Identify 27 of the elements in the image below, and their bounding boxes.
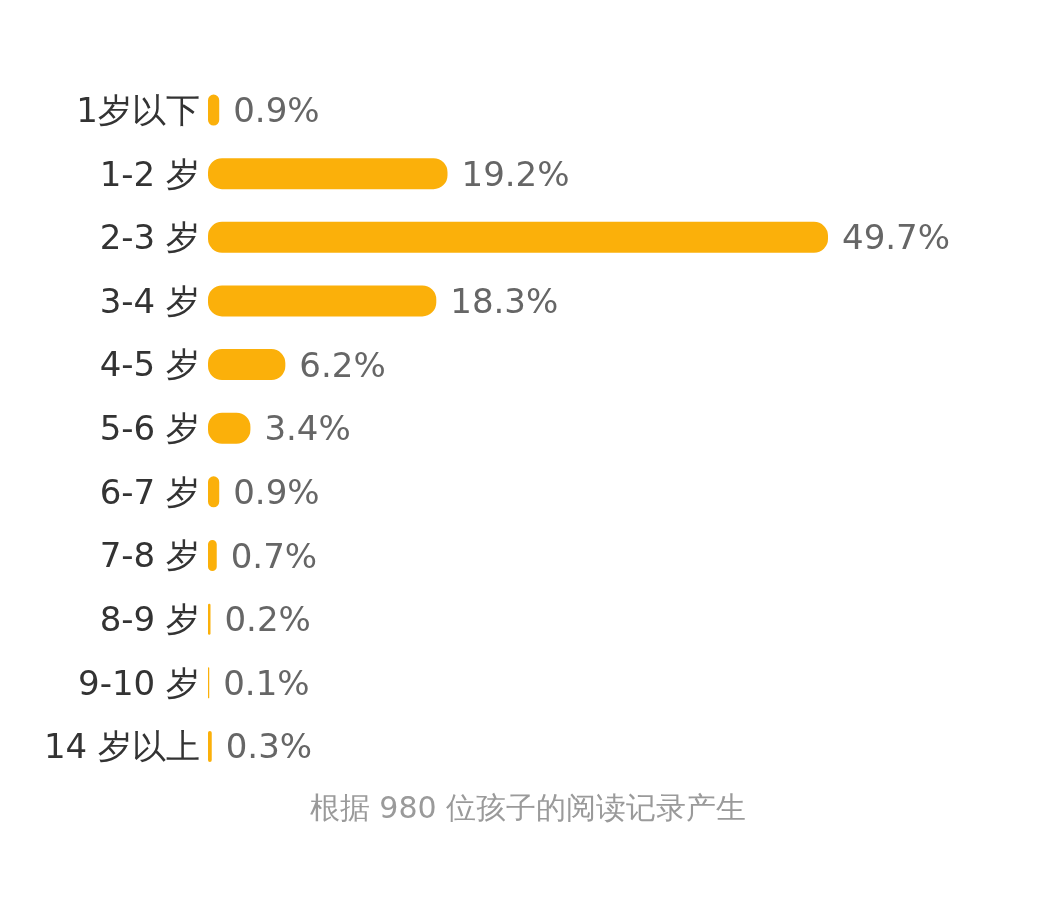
data-label: 18.3% [450, 281, 559, 322]
y-tick-label: 2-3 岁 [99, 217, 200, 258]
data-label: 6.2% [299, 344, 386, 385]
data-label: 19.2% [461, 153, 570, 194]
data-label: 0.1% [223, 662, 310, 703]
bar [208, 730, 212, 762]
bar [208, 221, 828, 253]
y-tick-label: 4-5 岁 [99, 344, 200, 385]
text: 根据 980 位孩子的阅读记录产生 [308, 789, 748, 827]
data-label: 0.9% [233, 471, 320, 512]
y-tick-label: 14 岁以上 [43, 726, 200, 767]
y-tick-label: 3-4 岁 [99, 280, 200, 321]
data-label: 0.7% [230, 535, 318, 576]
bar [208, 158, 448, 190]
data-label: 0.2% [224, 599, 311, 640]
y-tick-label: 9-10 岁 [78, 662, 200, 703]
data-label: 3.4% [264, 408, 351, 449]
y-tick-label: 8-9 岁 [99, 598, 200, 639]
y-tick-label: 1岁以下 [76, 89, 200, 130]
y-tick-label: 7-8 岁 [99, 535, 200, 576]
y-tick-label: 6-7 岁 [99, 471, 200, 512]
data-label: 0.3% [225, 726, 313, 767]
data-label: 0.9% [233, 90, 320, 131]
y-tick-label: 1-2 岁 [99, 153, 200, 194]
y-tick-label: 5-6 岁 [99, 408, 200, 449]
bar [208, 285, 437, 317]
data-label: 49.7% [842, 217, 951, 258]
